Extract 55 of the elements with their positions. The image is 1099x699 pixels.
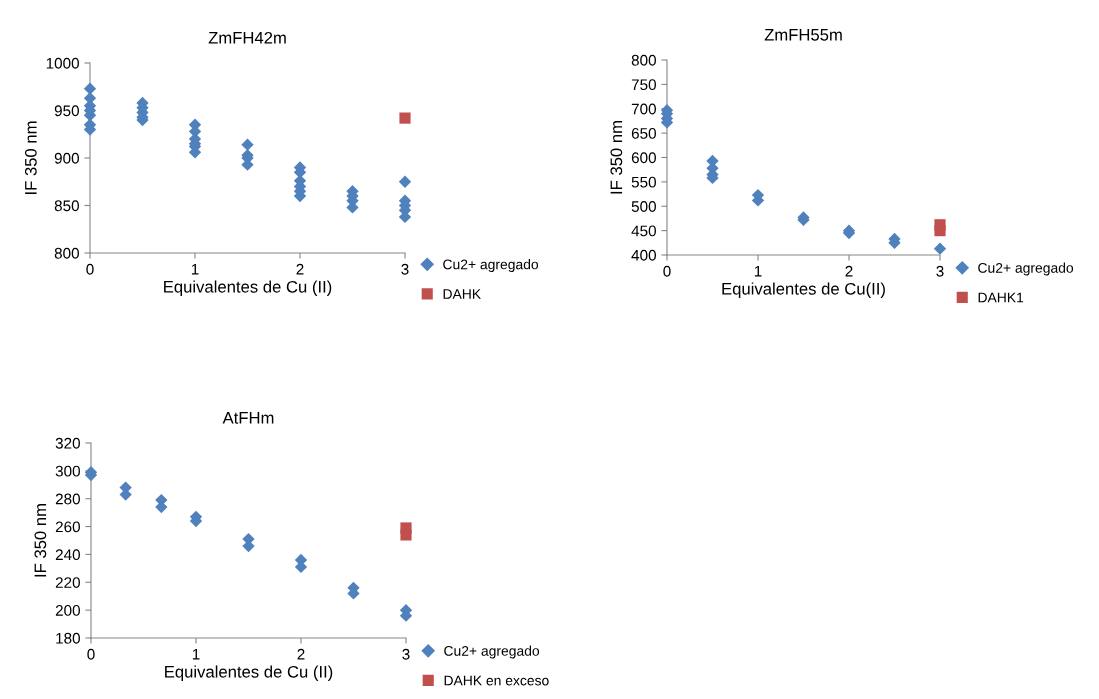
chart-title: ZmFH55m (764, 29, 842, 41)
y-tick-label: 800 (631, 54, 656, 66)
x-axis-title: Equivalentes de Cu (II) (165, 665, 333, 681)
y-tick-label: 320 (55, 437, 80, 449)
y-tick-label: 300 (55, 465, 80, 477)
chart-title: ZmFH42m (208, 31, 286, 44)
x-tick-label: 3 (401, 263, 409, 275)
y-tick-label: 650 (631, 127, 656, 139)
x-tick-label: 1 (191, 263, 199, 275)
y-tick-label: 240 (55, 549, 80, 561)
y-tick-label: 750 (631, 79, 656, 91)
y-tick-label: 400 (631, 249, 656, 261)
y-tick-label: 800 (54, 247, 79, 259)
point (933, 242, 947, 255)
y-tick-label: 260 (55, 521, 80, 533)
x-tick-label: 0 (663, 265, 671, 277)
x-tick-label: 1 (754, 265, 762, 277)
point (398, 175, 412, 188)
y-tick-label: 220 (55, 577, 80, 588)
legend-label: DAHK en exceso (444, 675, 549, 686)
chart-title: AtFHm (222, 412, 274, 424)
x-tick-label: 3 (402, 648, 410, 660)
x-axis-title: Equivalentes de Cu (II) (164, 280, 332, 296)
y-tick-label: 200 (55, 605, 80, 616)
x-tick-label: 2 (296, 263, 304, 275)
x-tick-label: 0 (87, 648, 95, 660)
y-tick-label: 280 (55, 493, 80, 505)
legend-label: Cu2+ agregado (443, 259, 539, 273)
y-tick-label: 500 (631, 201, 656, 212)
point (934, 225, 946, 237)
y-tick-label: 180 (56, 632, 80, 644)
point (241, 138, 254, 151)
x-tick-label: 2 (297, 648, 305, 660)
x-tick-label: 1 (192, 648, 200, 660)
x-tick-label: 3 (936, 265, 944, 277)
legend-label: DAHK (443, 289, 481, 299)
x-tick-label: 2 (845, 265, 853, 277)
y-tick-label: 1000 (46, 57, 79, 69)
x-axis-title: Equivalentes de Cu(II) (722, 282, 885, 298)
point (400, 529, 412, 541)
point (399, 112, 411, 124)
y-tick-label: 900 (54, 152, 79, 164)
y-axis-title: IF 350 nm (34, 504, 47, 577)
y-tick-label: 450 (631, 225, 656, 237)
legend-label: DAHK1 (978, 292, 1024, 303)
y-tick-label: 850 (54, 200, 79, 212)
y-axis-title: IF 350 nm (610, 121, 623, 194)
x-tick-label: 0 (86, 263, 94, 275)
y-axis-title: IF 350 nm (24, 121, 37, 194)
legend-label: Cu2+ agregado (978, 262, 1074, 276)
y-tick-label: 700 (631, 103, 656, 115)
y-tick-label: 600 (631, 152, 656, 164)
legend-label: Cu2+ agregado (444, 645, 540, 659)
y-tick-label: 950 (54, 105, 79, 117)
y-tick-label: 550 (631, 176, 656, 188)
